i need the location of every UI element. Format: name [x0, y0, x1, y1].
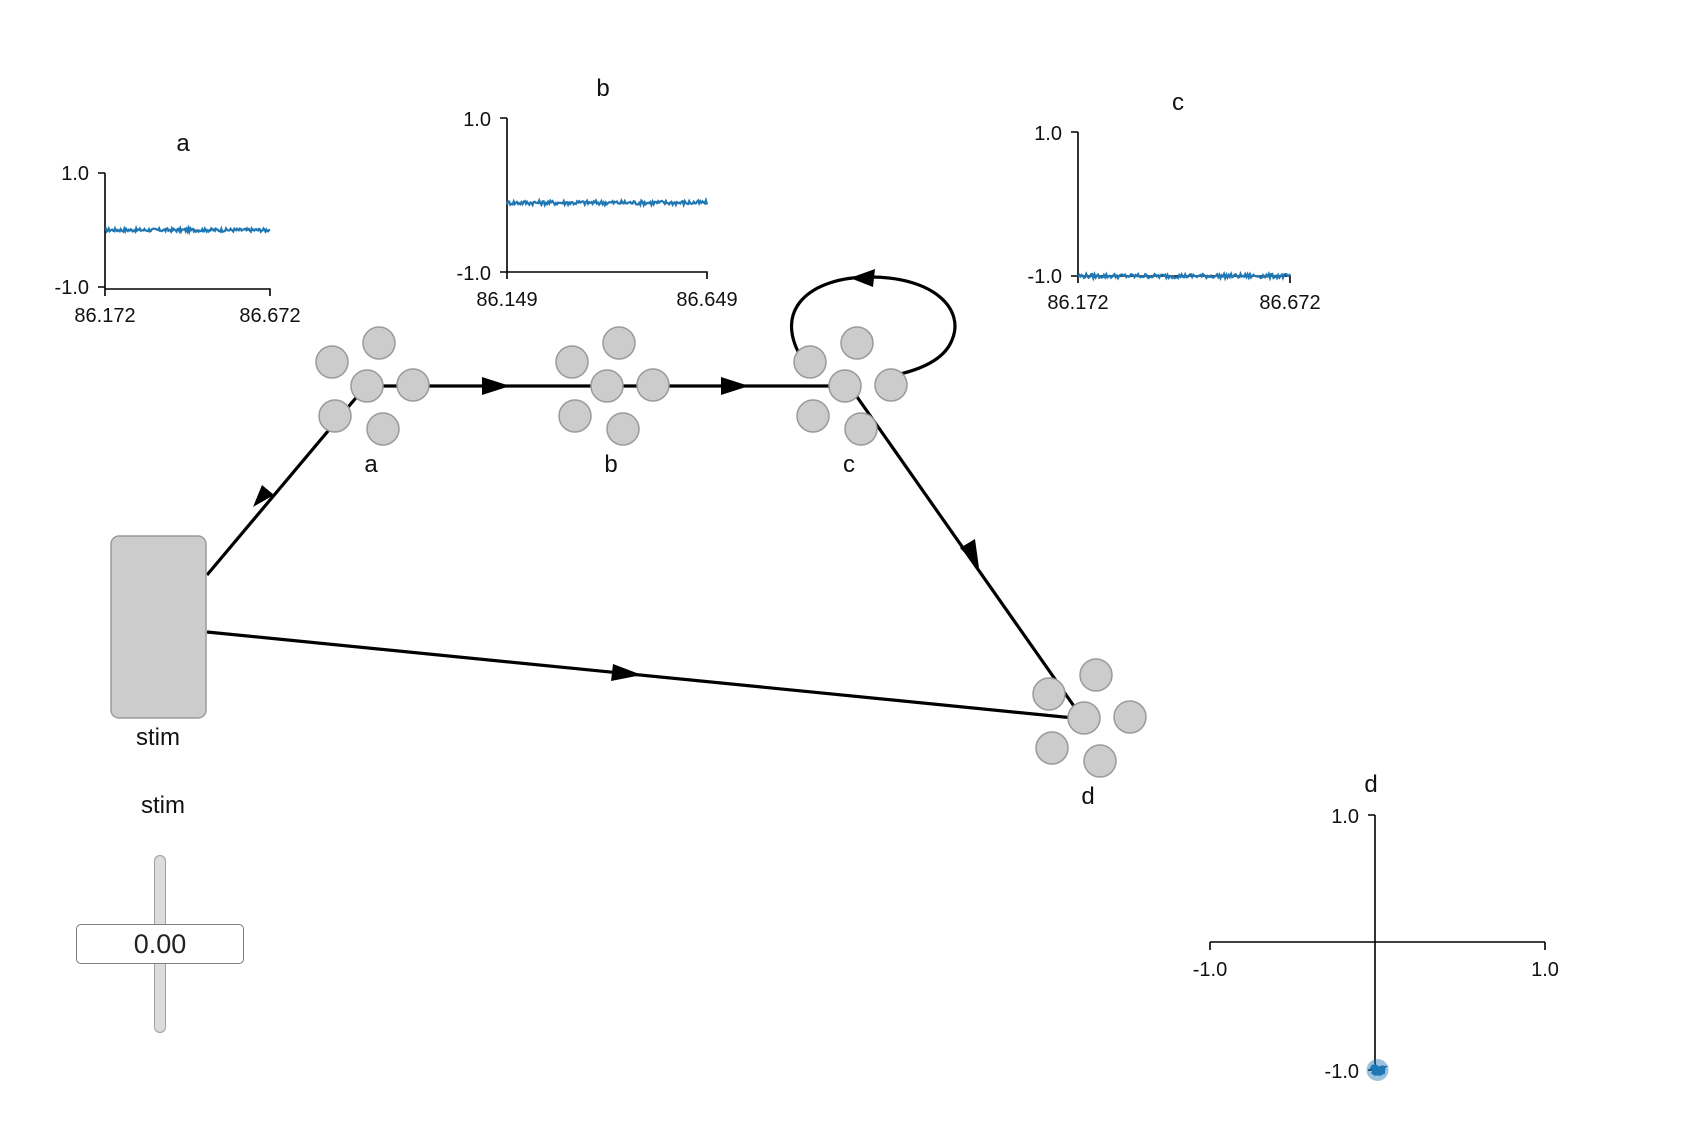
plot-b-xtick-right: 86.649 [676, 289, 737, 311]
plot-b-ytick-bottom: -1.0 [457, 263, 491, 285]
plot-d-title: d [1364, 771, 1377, 798]
plot-c-axes [1071, 131, 1291, 283]
node-c[interactable]: c [793, 326, 908, 478]
plot-d-points [1366, 1059, 1389, 1081]
connection-c-to-d[interactable] [853, 393, 1085, 720]
plot-b-axes [500, 117, 708, 279]
slider-value-box[interactable]: 0.00 [76, 924, 244, 964]
plot-a[interactable]: a 1.0 -1.0 86.172 86.672 [55, 130, 301, 327]
plot-b-xtick-left: 86.149 [476, 289, 537, 311]
plot-d-xtick-left: -1.0 [1193, 959, 1227, 981]
plot-d-axes [1209, 814, 1546, 1071]
plot-d[interactable]: d 1.0 -1.0 -1.0 1.0 [1193, 771, 1559, 1083]
node-stim[interactable]: stim [110, 535, 207, 751]
plot-a-xtick-left: 86.172 [74, 305, 135, 327]
plot-c-title: c [1172, 89, 1184, 116]
plot-b[interactable]: b 1.0 -1.0 86.149 86.649 [457, 75, 738, 311]
stim-slider[interactable]: 0.00 [76, 855, 244, 1035]
plot-b-title: b [596, 75, 609, 102]
plot-d-point-trail [1370, 1063, 1389, 1077]
plot-b-ytick-top: 1.0 [463, 109, 491, 131]
plot-a-ytick-top: 1.0 [61, 163, 89, 185]
plot-a-axes [98, 172, 271, 296]
plot-c-ytick-top: 1.0 [1034, 123, 1062, 145]
connection-c-recurrent[interactable] [790, 269, 957, 376]
node-stim-label: stim [136, 724, 180, 751]
plot-a-xtick-right: 86.672 [239, 305, 300, 327]
plot-a-trace [104, 224, 271, 236]
plot-c-xtick-right: 86.672 [1259, 292, 1320, 314]
slider-title: stim [141, 792, 185, 819]
plot-c-trace [1077, 270, 1291, 282]
plot-a-title: a [176, 130, 190, 157]
node-b[interactable]: b [555, 326, 670, 478]
connections [205, 269, 1085, 721]
plot-b-trace [505, 196, 709, 209]
plot-d-ytick-bottom: -1.0 [1325, 1061, 1359, 1083]
node-d[interactable]: d [1032, 658, 1147, 810]
plot-d-ytick-top: 1.0 [1331, 806, 1359, 828]
node-b-label: b [604, 451, 617, 478]
plot-c[interactable]: c 1.0 -1.0 86.172 86.672 [1028, 89, 1321, 314]
node-c-label: c [843, 451, 855, 478]
plot-c-xtick-left: 86.172 [1047, 292, 1108, 314]
plot-d-xtick-right: 1.0 [1531, 959, 1559, 981]
node-a-label: a [364, 451, 378, 478]
node-d-label: d [1081, 783, 1094, 810]
connection-stim-to-d[interactable] [206, 630, 1085, 721]
plot-a-ytick-bottom: -1.0 [55, 277, 89, 299]
plot-c-ytick-bottom: -1.0 [1028, 266, 1062, 288]
node-a[interactable]: a [315, 326, 430, 478]
